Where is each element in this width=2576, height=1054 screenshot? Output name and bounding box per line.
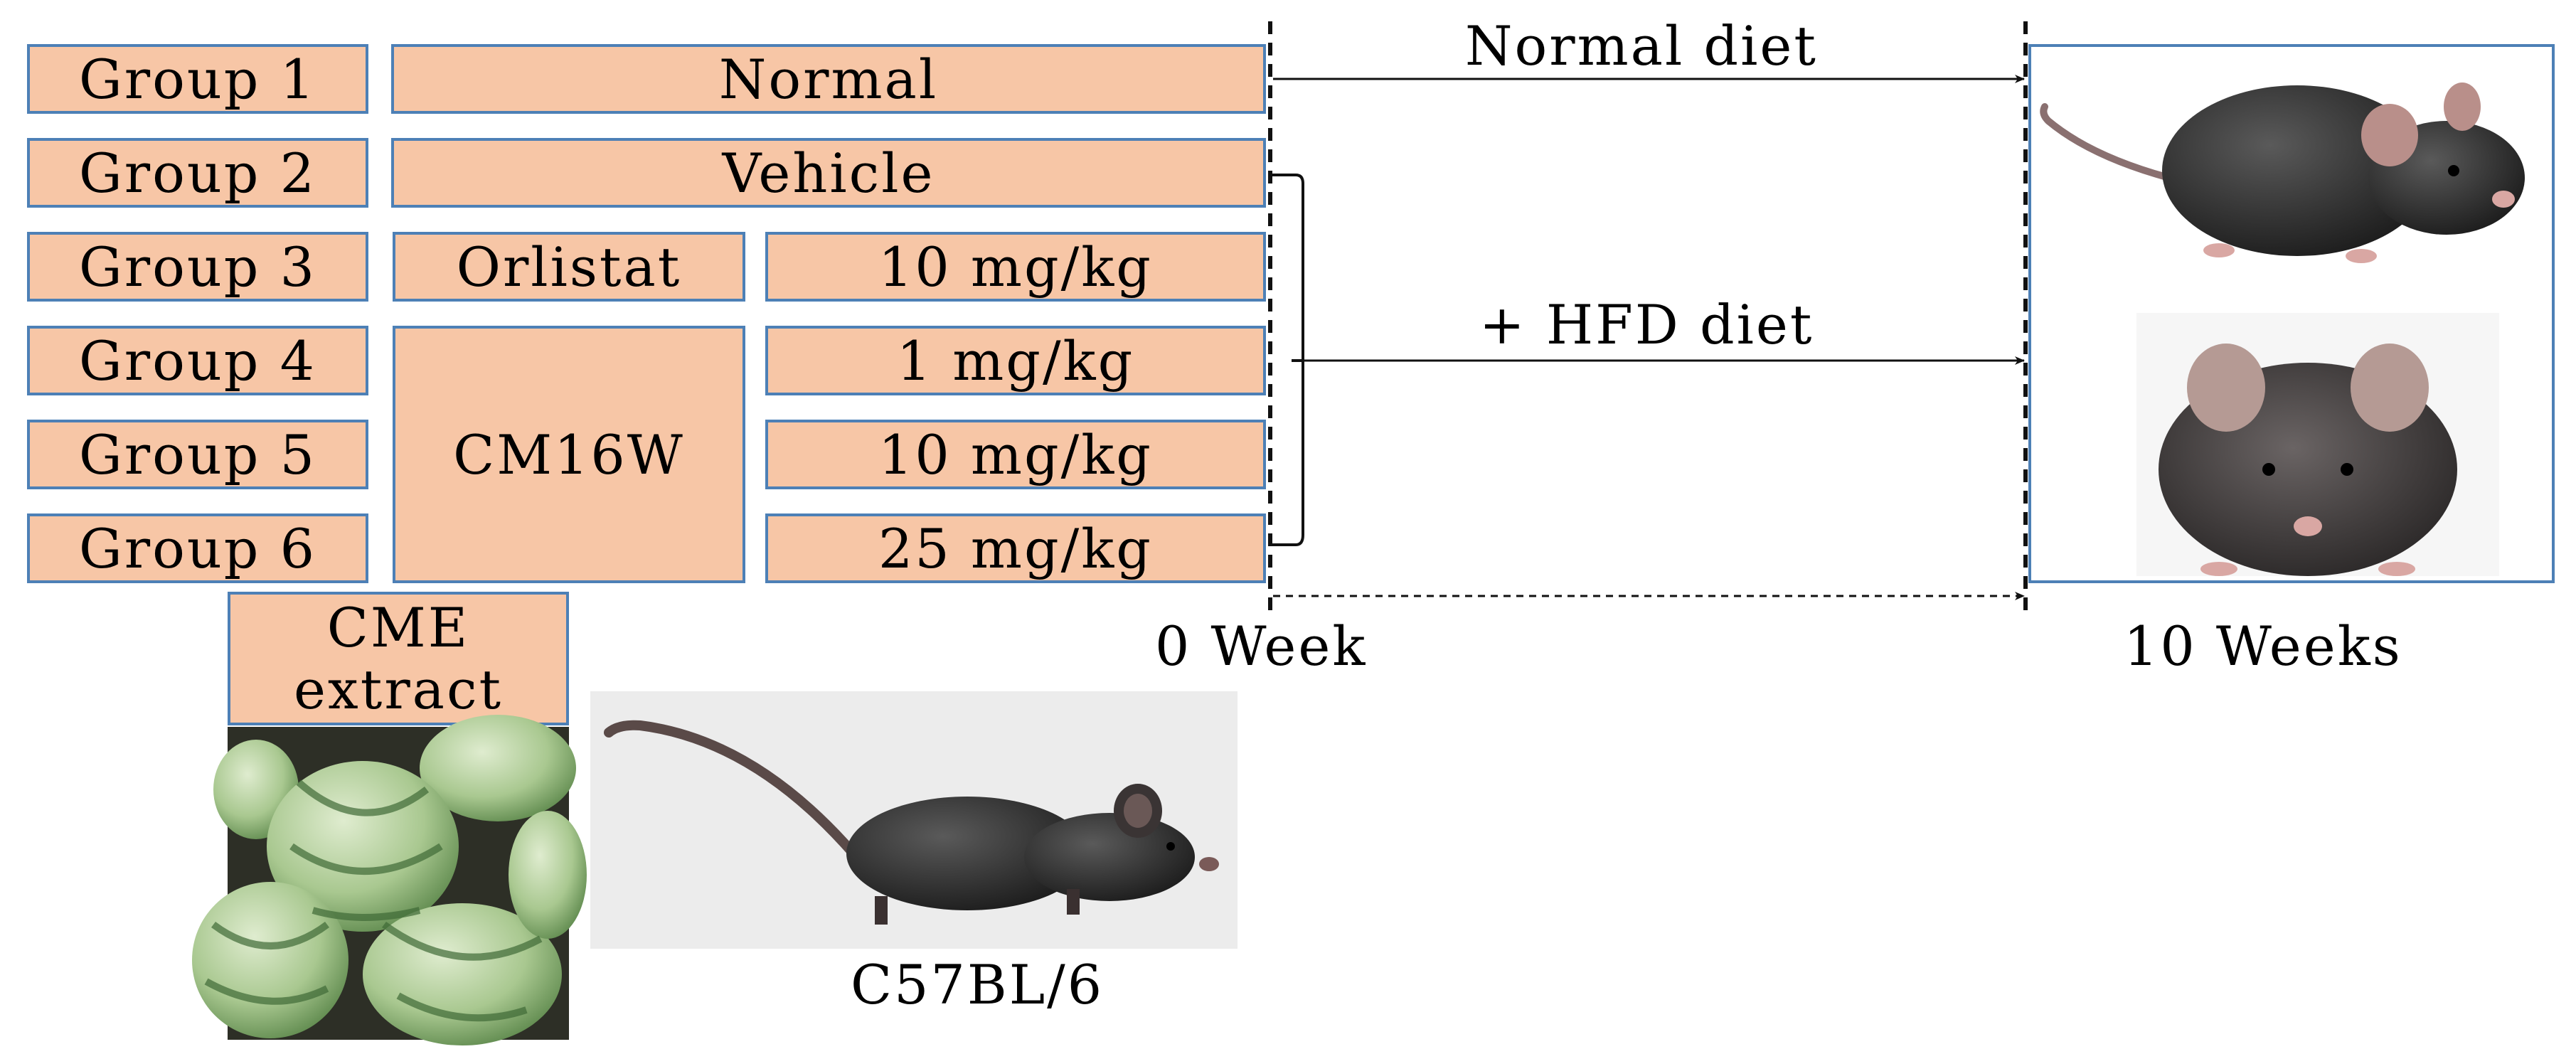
treatment-orlistat: Orlistat xyxy=(393,232,745,302)
week-0-label: 0 Week xyxy=(1155,614,1368,678)
normal-diet-label: Normal diet xyxy=(1465,14,1818,78)
cme-extract-line1: CME xyxy=(326,595,470,659)
group-1-label: Group 1 xyxy=(27,44,368,114)
treatment-vehicle: Vehicle xyxy=(391,138,1266,208)
c57bl6-mouse-photo xyxy=(590,691,1238,949)
obese-mouse-photo xyxy=(2136,313,2499,576)
dose-group-4: 1 mg/kg xyxy=(765,326,1266,395)
watermelon-photo xyxy=(192,715,587,1045)
cme-extract-line2: extract xyxy=(293,658,504,721)
hfd-diet-label: + HFD diet xyxy=(1479,293,1814,356)
end-point-frame xyxy=(2028,44,2555,583)
treatment-normal: Normal xyxy=(391,44,1266,114)
group-5-label: Group 5 xyxy=(27,420,368,489)
week-10-label: 10 Weeks xyxy=(2124,614,2402,678)
dose-group-6: 25 mg/kg xyxy=(765,513,1266,583)
group-4-label: Group 4 xyxy=(27,326,368,395)
dose-group-5: 10 mg/kg xyxy=(765,420,1266,489)
treatment-cm16w: CM16W xyxy=(393,326,745,583)
dose-group-3: 10 mg/kg xyxy=(765,232,1266,302)
cme-extract-box: CME extract xyxy=(228,592,569,725)
strain-label: C57BL/6 xyxy=(851,953,1105,1016)
normal-mouse-photo xyxy=(2040,82,2525,263)
group-6-label: Group 6 xyxy=(27,513,368,583)
group-2-label: Group 2 xyxy=(27,138,368,208)
group-3-label: Group 3 xyxy=(27,232,368,302)
